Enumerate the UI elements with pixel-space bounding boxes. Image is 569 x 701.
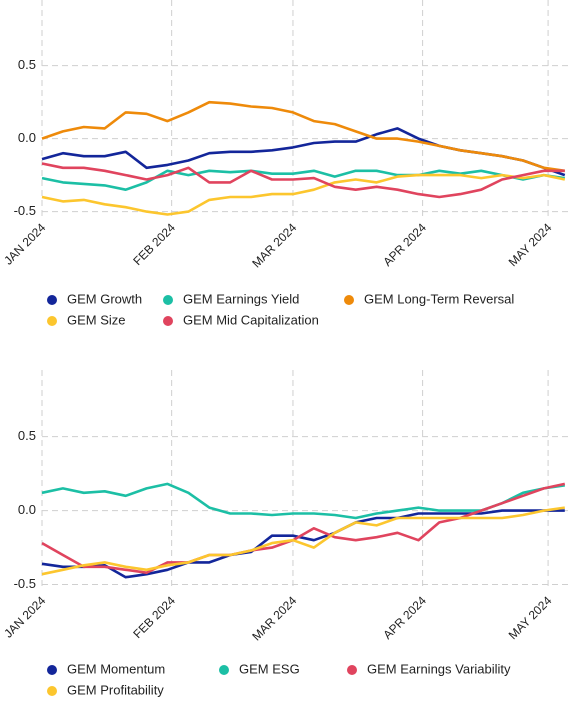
legend-label: GEM Size [67,312,126,327]
x-tick-label: MAR 2024 [249,220,299,270]
x-tick-label: JAN 2024 [1,593,48,640]
series-line [41,127,566,177]
legend-label: GEM Earnings Variability [367,661,511,676]
series-line [41,173,566,216]
x-tick-label: FEB 2024 [130,220,178,268]
y-tick-label: -0.5 [14,576,36,591]
legend-marker [47,295,57,305]
y-tick-label: 0.0 [18,130,36,145]
legend-label: GEM Momentum [67,661,165,676]
legend-marker [47,665,57,675]
series-line [41,506,565,576]
legend-marker [344,295,354,305]
series-line [41,100,565,173]
legend-marker [47,316,57,326]
x-tick-label: JAN 2024 [1,220,48,267]
line-chart: 0.5 0.0 -0.5 JAN 2024 FEB 2024 MAR 2024 APR 20… [1,0,569,327]
legend-label: GEM Earnings Yield [183,291,299,306]
legend-marker [163,316,173,326]
legend-marker [47,686,57,696]
x-tick-label: APR 2024 [380,220,429,269]
legend-marker [347,665,357,675]
y-tick-label: 0.5 [18,57,36,72]
x-tick-label: MAR 2024 [249,593,299,643]
series-line [41,169,565,191]
legend-label: GEM Growth [67,291,142,306]
legend-label: GEM ESG [239,661,300,676]
series-line [41,482,566,574]
y-tick-label: 0.0 [18,502,36,517]
line-chart: 0.5 0.0 -0.5 JAN 2024 FEB 2024 MAR 2024 APR 20… [1,370,569,697]
x-tick-label: MAY 2024 [506,593,555,642]
x-tick-label: MAY 2024 [506,220,555,269]
legend-label: GEM Long-Term Reversal [364,291,514,306]
x-tick-label: APR 2024 [380,593,429,642]
series-line [41,162,565,199]
x-tick-label: FEB 2024 [130,593,178,641]
y-tick-label: -0.5 [14,203,36,218]
y-tick-label: 0.5 [18,428,36,443]
legend-marker [219,665,229,675]
series-line [41,509,565,579]
legend-label: GEM Mid Capitalization [183,312,319,327]
legend-label: GEM Profitability [67,682,164,697]
legend-marker [163,295,173,305]
